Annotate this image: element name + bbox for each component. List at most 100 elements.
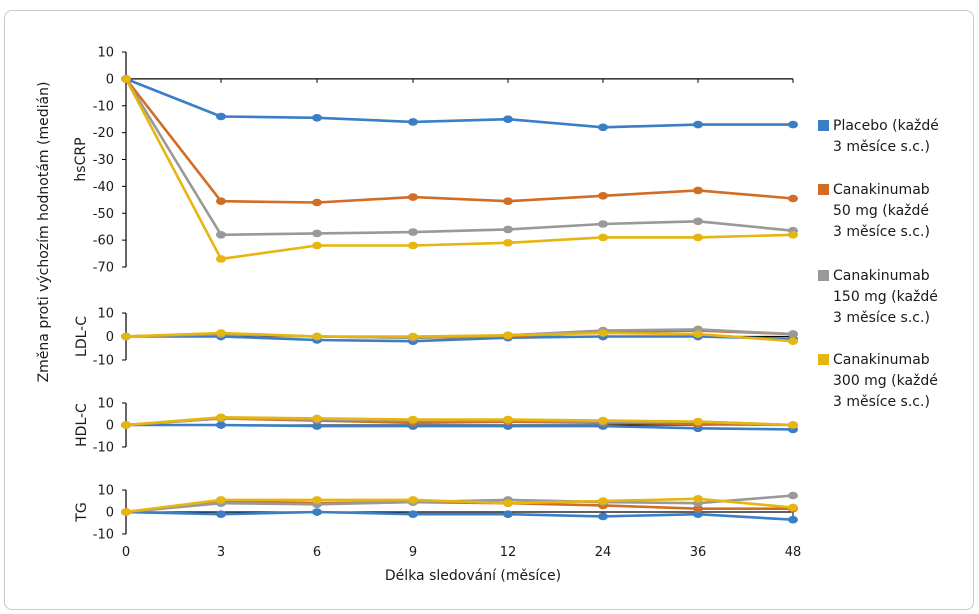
data-point-cana150	[312, 229, 322, 238]
data-point-cana150	[788, 330, 798, 338]
data-point-placebo	[598, 512, 608, 521]
x-tick-label: 12	[500, 545, 517, 560]
legend-label-line: 150 mg (každé	[833, 289, 938, 305]
legend-swatch	[818, 270, 829, 281]
panel-label-hdl-c: HDL-C	[74, 403, 90, 447]
data-point-cana300	[693, 330, 703, 338]
data-point-placebo	[312, 114, 322, 122]
data-point-cana300	[788, 337, 798, 346]
x-tick-label: 3	[217, 545, 225, 560]
data-point-cana50	[408, 193, 418, 201]
data-point-cana300	[312, 414, 322, 423]
data-point-cana50	[312, 198, 322, 207]
panel-label-hscrp: hsCRP	[73, 137, 89, 181]
legend-label: Canakinumab 300 mg (každé 3 měsíce s.c.)	[833, 350, 978, 413]
y-tick-label: 10	[97, 484, 114, 499]
y-tick-label: -30	[93, 153, 114, 168]
x-tick-label: 6	[313, 545, 321, 560]
figure-frame	[4, 10, 974, 610]
data-point-cana300	[788, 503, 798, 512]
data-point-placebo	[503, 510, 513, 518]
data-point-cana50	[216, 197, 226, 205]
y-tick-label: 0	[106, 506, 114, 521]
data-point-cana300	[216, 255, 226, 263]
data-point-cana300	[693, 233, 703, 242]
data-point-placebo	[788, 515, 798, 524]
legend-label: Canakinumab 150 mg (každé 3 měsíce s.c.)	[833, 266, 978, 329]
series-line-placebo	[126, 423, 794, 431]
x-tick-label: 48	[785, 545, 802, 560]
legend-label-line: Placebo (každé	[833, 118, 939, 134]
series-line-cana150	[124, 78, 794, 237]
legend-label-line: 3 měsíce s.c.)	[833, 224, 930, 240]
data-point-cana50	[598, 192, 608, 200]
legend-label-line: Canakinumab	[833, 352, 930, 368]
x-axis-title: Délka sledování (měsíce)	[384, 568, 562, 584]
y-tick-label: 0	[106, 419, 114, 434]
legend-swatch	[818, 354, 829, 365]
data-point-cana300	[503, 415, 513, 424]
data-point-cana300	[598, 497, 608, 505]
data-point-cana300	[598, 233, 608, 242]
data-point-placebo	[312, 422, 322, 430]
series-line-cana300	[125, 331, 794, 343]
data-point-cana300	[121, 332, 131, 341]
data-point-cana300	[503, 499, 513, 508]
legend-label-line: Canakinumab	[833, 268, 930, 284]
data-point-placebo	[788, 120, 798, 129]
series-line-cana300	[125, 415, 794, 427]
data-point-cana300	[408, 415, 418, 424]
data-point-cana150	[503, 225, 513, 234]
data-point-cana300	[216, 329, 226, 337]
x-tick-label: 0	[122, 545, 130, 560]
data-point-placebo	[312, 508, 322, 516]
y-tick-label: -20	[93, 126, 114, 141]
y-tick-label: -10	[93, 441, 114, 456]
legend-label-line: 50 mg (každé	[833, 203, 929, 219]
data-point-cana150	[788, 491, 798, 500]
data-point-cana300	[408, 241, 418, 250]
data-point-cana300	[788, 421, 798, 429]
data-point-cana300	[121, 421, 131, 429]
x-tick-label: 36	[690, 545, 707, 560]
series-line-cana300	[125, 497, 794, 514]
y-tick-label: -50	[93, 207, 114, 222]
legend-label-line: 3 měsíce s.c.)	[833, 394, 930, 410]
y-tick-label: -10	[93, 528, 114, 543]
data-point-placebo	[216, 112, 226, 121]
series-line-placebo	[125, 510, 794, 521]
data-point-placebo	[503, 115, 513, 123]
y-tick-label: -10	[93, 354, 114, 369]
data-point-cana50	[503, 197, 513, 205]
legend-label-line: 300 mg (každé	[833, 373, 938, 389]
data-point-cana50	[693, 504, 703, 513]
data-point-cana300	[216, 496, 226, 504]
data-point-placebo	[408, 118, 418, 126]
y-axis-title: Změna proti výchozím hodnotám (medián)	[36, 81, 52, 383]
data-point-cana300	[216, 413, 226, 422]
data-point-cana300	[312, 241, 322, 250]
series-line-placebo	[125, 77, 793, 129]
data-point-cana150	[216, 231, 226, 239]
data-point-cana300	[408, 496, 418, 504]
data-point-cana300	[503, 331, 513, 340]
legend-label-line: 3 měsíce s.c.)	[833, 310, 930, 326]
data-point-cana300	[788, 231, 798, 239]
data-point-cana150	[408, 228, 418, 236]
data-point-cana300	[598, 329, 608, 337]
data-point-cana300	[121, 75, 131, 83]
panel-label-ldl-c: LDL-C	[74, 316, 90, 357]
data-point-cana300	[408, 332, 418, 341]
legend-swatch	[818, 120, 829, 131]
data-point-cana300	[121, 508, 131, 516]
y-tick-label: 10	[97, 397, 114, 412]
y-tick-label: -70	[93, 261, 114, 276]
data-point-cana50	[788, 194, 798, 203]
legend-swatch	[818, 184, 829, 195]
data-point-placebo	[216, 510, 226, 518]
data-point-cana300	[312, 332, 322, 341]
legend-label-line: 3 měsíce s.c.)	[833, 139, 930, 155]
x-tick-label: 9	[409, 545, 417, 560]
series-line-cana300	[124, 78, 794, 261]
